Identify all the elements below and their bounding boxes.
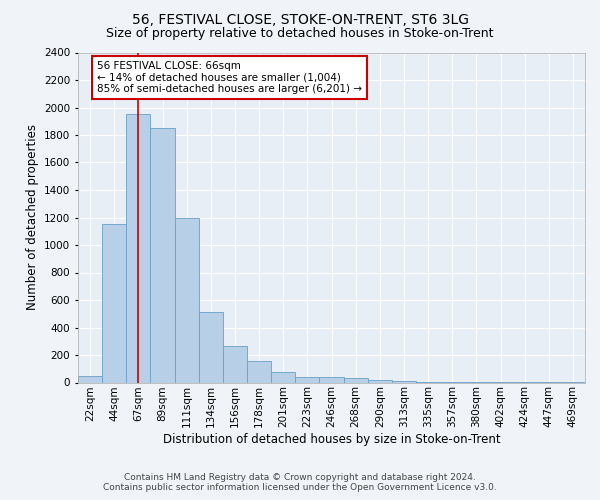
X-axis label: Distribution of detached houses by size in Stoke-on-Trent: Distribution of detached houses by size … — [163, 433, 500, 446]
Bar — [151, 128, 175, 382]
Bar — [223, 346, 247, 383]
Bar — [392, 381, 416, 382]
Text: Contains HM Land Registry data © Crown copyright and database right 2024.
Contai: Contains HM Land Registry data © Crown c… — [103, 473, 497, 492]
Text: 56, FESTIVAL CLOSE, STOKE-ON-TRENT, ST6 3LG: 56, FESTIVAL CLOSE, STOKE-ON-TRENT, ST6 … — [131, 12, 469, 26]
Bar — [78, 376, 102, 382]
Bar — [368, 380, 392, 382]
Bar — [319, 377, 344, 382]
Bar — [126, 114, 151, 382]
Bar — [344, 378, 368, 382]
Bar — [175, 218, 199, 382]
Y-axis label: Number of detached properties: Number of detached properties — [26, 124, 38, 310]
Text: 56 FESTIVAL CLOSE: 66sqm
← 14% of detached houses are smaller (1,004)
85% of sem: 56 FESTIVAL CLOSE: 66sqm ← 14% of detach… — [97, 60, 362, 94]
Bar — [199, 312, 223, 382]
Bar — [271, 372, 295, 382]
Text: Size of property relative to detached houses in Stoke-on-Trent: Size of property relative to detached ho… — [106, 28, 494, 40]
Bar — [295, 377, 319, 382]
Bar — [102, 224, 126, 382]
Bar — [247, 361, 271, 382]
